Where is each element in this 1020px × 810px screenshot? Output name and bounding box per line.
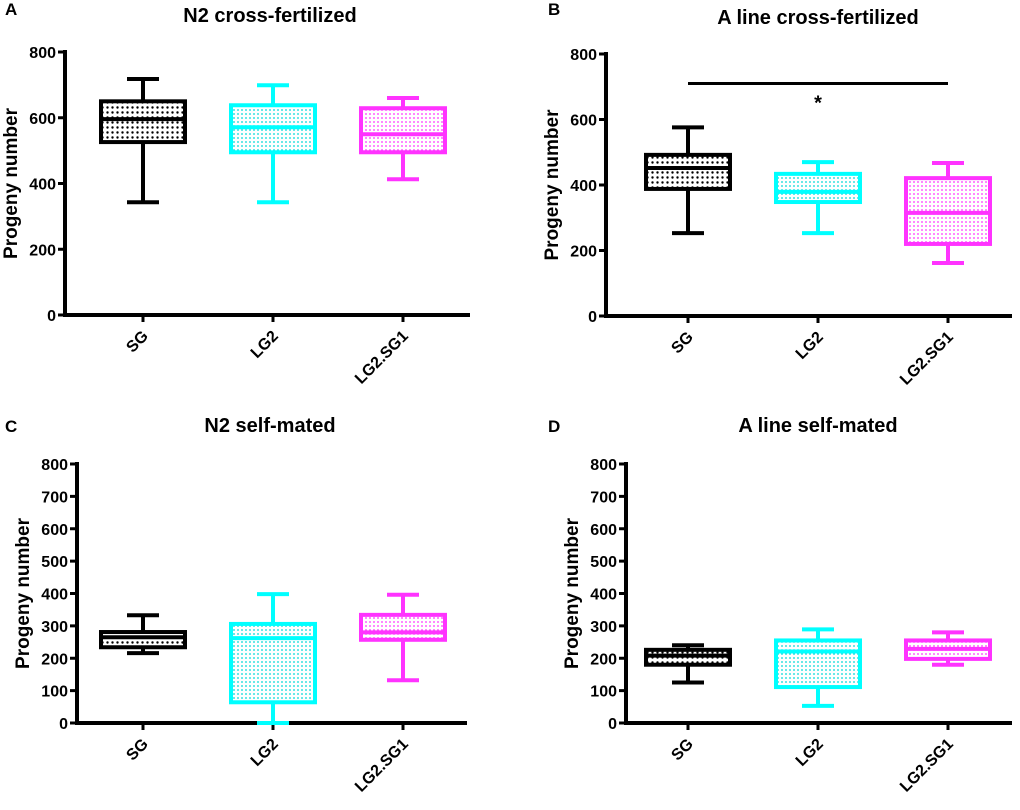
box-sg xyxy=(644,125,732,236)
box-lg2 xyxy=(774,627,862,708)
box-sg xyxy=(99,76,187,205)
x-tick-label: LG2 xyxy=(248,736,282,770)
box-iqr xyxy=(359,612,447,642)
panel-letter: D xyxy=(548,417,560,436)
panel-letter: A xyxy=(5,0,17,19)
x-tick-label: LG2 xyxy=(793,736,827,770)
y-tick-label: 0 xyxy=(47,308,56,325)
x-tick-label: SG xyxy=(668,736,696,764)
y-tick-label: 700 xyxy=(41,489,68,506)
y-axis-label: Progeny number xyxy=(542,109,563,261)
y-tick-label: 200 xyxy=(570,244,597,261)
y-tick-label: 700 xyxy=(590,489,617,506)
box-sg xyxy=(644,643,732,685)
x-tick-label: SG xyxy=(123,736,151,764)
y-tick-label: 500 xyxy=(590,554,617,571)
x-tick-label: SG xyxy=(668,329,696,357)
chart-title: N2 self-mated xyxy=(204,415,335,437)
x-tick-label: LG2.SG1 xyxy=(352,736,412,796)
y-tick-label: 800 xyxy=(29,45,56,62)
box-sg xyxy=(99,613,187,656)
x-tick-label: LG2 xyxy=(248,328,282,362)
box-iqr xyxy=(99,99,187,145)
y-tick-label: 600 xyxy=(41,522,68,539)
box-lg2 xyxy=(774,160,862,236)
panel-d: D A line self-mated Progeny number 0 100 200 3… xyxy=(548,415,1012,796)
y-tick-label: 600 xyxy=(590,522,617,539)
x-tick-label: LG2.SG1 xyxy=(352,328,412,388)
x-tick-label: LG2.SG1 xyxy=(897,736,957,796)
box-lg2-sg1 xyxy=(904,161,992,265)
y-tick-label: 600 xyxy=(29,111,56,128)
chart-title: A line self-mated xyxy=(738,415,897,437)
y-tick-label: 0 xyxy=(588,309,597,326)
box-lg2-sg1 xyxy=(359,96,447,182)
y-tick-label: 800 xyxy=(41,457,68,474)
y-tick-label: 400 xyxy=(570,178,597,195)
y-tick-label: 200 xyxy=(29,242,56,259)
box-iqr xyxy=(774,171,862,205)
y-tick-label: 0 xyxy=(608,716,617,733)
y-tick-label: 300 xyxy=(590,619,617,636)
box-iqr xyxy=(644,152,732,191)
chart-title: N2 cross-fertilized xyxy=(183,5,356,27)
y-tick-label: 800 xyxy=(590,457,617,474)
chart-title: A line cross-fertilized xyxy=(717,7,919,29)
box-iqr xyxy=(359,106,447,155)
y-tick-label: 100 xyxy=(41,684,68,701)
box-iqr xyxy=(229,621,317,705)
panel-letter: C xyxy=(5,417,17,436)
box-iqr xyxy=(99,630,187,650)
y-tick-label: 400 xyxy=(590,587,617,604)
y-tick-label: 300 xyxy=(41,619,68,636)
box-iqr xyxy=(774,638,862,690)
y-axis-label: Progeny number xyxy=(13,517,34,669)
y-tick-label: 400 xyxy=(41,587,68,604)
x-tick-label: SG xyxy=(123,328,151,356)
y-tick-label: 600 xyxy=(570,113,597,130)
box-lg2 xyxy=(229,592,317,725)
panel-b: B A line cross-fertilized Progeny number 0 2… xyxy=(542,0,1012,389)
y-tick-label: 400 xyxy=(29,177,56,194)
box-lg2-sg1 xyxy=(904,630,992,667)
y-axis-label: Progeny number xyxy=(562,517,583,669)
significance-star: * xyxy=(814,92,822,114)
y-tick-label: 0 xyxy=(59,716,68,733)
panel-c: C N2 self-mated Progeny number 0 100 200 300 40… xyxy=(5,415,467,796)
y-tick-label: 200 xyxy=(41,651,68,668)
box-lg2 xyxy=(229,83,317,205)
y-tick-label: 200 xyxy=(590,651,617,668)
panel-a: A N2 cross-fertilized Progeny number 0 200 40… xyxy=(1,0,470,388)
x-tick-label: LG2.SG1 xyxy=(897,329,957,389)
y-tick-label: 100 xyxy=(590,684,617,701)
panel-letter: B xyxy=(548,0,560,19)
x-tick-label: LG2 xyxy=(793,329,827,363)
y-axis-label: Progeny number xyxy=(1,107,22,259)
y-tick-label: 800 xyxy=(570,47,597,64)
y-tick-label: 500 xyxy=(41,554,68,571)
box-lg2-sg1 xyxy=(359,592,447,683)
